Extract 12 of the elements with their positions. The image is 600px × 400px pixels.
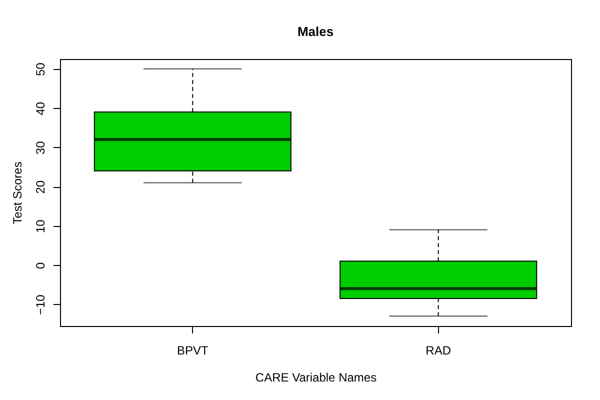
- y-tick-label: 50: [34, 62, 48, 76]
- x-tick-label: RAD: [426, 344, 452, 358]
- y-tick-label: 20: [34, 180, 48, 194]
- y-axis-title: Test Scores: [10, 162, 24, 224]
- y-tick-label: 0: [34, 262, 48, 269]
- y-tick-label: 10: [34, 219, 48, 234]
- y-tick-label: 40: [34, 102, 48, 116]
- x-axis-title: CARE Variable Names: [255, 370, 377, 384]
- y-tick-label: 30: [34, 140, 48, 155]
- chart-title: Males: [297, 24, 334, 39]
- x-tick-label: BPVT: [176, 344, 210, 358]
- y-tick-label: −10: [34, 294, 48, 316]
